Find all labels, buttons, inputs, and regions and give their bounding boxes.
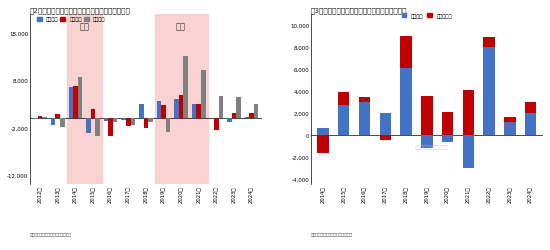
Bar: [210, 118, 214, 119]
Bar: [379, 135, 391, 141]
Bar: [113, 118, 118, 122]
Bar: [166, 118, 170, 132]
Bar: [483, 38, 495, 48]
Bar: [421, 96, 432, 135]
Bar: [249, 114, 254, 118]
Bar: [34, 118, 38, 119]
Bar: [421, 135, 432, 148]
Text: 牛市: 牛市: [79, 22, 89, 31]
Bar: [174, 99, 179, 118]
Bar: [400, 69, 412, 135]
Legend: 银证转账, 融资余额, 公募基金: 银证转账, 融资余额, 公募基金: [37, 17, 106, 22]
Bar: [525, 102, 536, 113]
Text: 资料来源：万得，信达证券研究中心: 资料来源：万得，信达证券研究中心: [311, 232, 353, 236]
Bar: [126, 118, 130, 127]
Text: 图2：居民资金一旦流入很容易有牛市（单位：亿）: 图2：居民资金一旦流入很容易有牛市（单位：亿）: [30, 7, 130, 14]
Bar: [155, 15, 207, 184]
Bar: [78, 78, 82, 118]
Text: 资料来源：万得，信达证券研究中心: 资料来源：万得，信达证券研究中心: [30, 232, 72, 236]
Legend: 保险资金, 陆股通北上: 保险资金, 陆股通北上: [402, 14, 452, 19]
Text: 公众号：樊继拓投资策略: 公众号：樊继拓投资策略: [414, 144, 449, 150]
Bar: [179, 95, 183, 118]
Bar: [379, 113, 391, 135]
Bar: [338, 93, 349, 106]
Bar: [91, 110, 95, 118]
Bar: [38, 117, 42, 118]
Bar: [442, 112, 453, 135]
Bar: [201, 71, 206, 118]
Bar: [317, 128, 329, 135]
Bar: [104, 118, 108, 121]
Bar: [504, 117, 515, 122]
Bar: [148, 118, 153, 122]
Bar: [463, 90, 474, 135]
Bar: [232, 113, 236, 118]
Bar: [504, 122, 515, 135]
Bar: [108, 118, 113, 137]
Bar: [254, 104, 258, 118]
Bar: [157, 102, 161, 118]
Bar: [161, 106, 166, 118]
Bar: [139, 105, 144, 118]
Bar: [359, 98, 370, 102]
Bar: [73, 86, 78, 118]
Bar: [144, 118, 148, 128]
Bar: [483, 48, 495, 135]
Bar: [67, 15, 102, 184]
Bar: [95, 118, 100, 136]
Bar: [60, 118, 65, 128]
Bar: [317, 135, 329, 153]
Bar: [525, 113, 536, 135]
Bar: [214, 118, 218, 130]
Bar: [359, 102, 370, 135]
Bar: [51, 118, 56, 126]
Bar: [130, 118, 135, 126]
Bar: [196, 105, 201, 118]
Bar: [338, 106, 349, 135]
Bar: [122, 118, 126, 120]
Bar: [227, 118, 232, 123]
Bar: [86, 118, 91, 134]
Bar: [218, 96, 223, 118]
Bar: [192, 105, 196, 118]
Text: 图3：机构资金的增多不一定是牛市（单位：亿）: 图3：机构资金的增多不一定是牛市（单位：亿）: [311, 7, 407, 14]
Bar: [236, 97, 241, 118]
Bar: [69, 88, 73, 118]
Bar: [400, 37, 412, 69]
Bar: [442, 135, 453, 143]
Bar: [183, 57, 188, 118]
Bar: [56, 114, 60, 118]
Text: 牛市: 牛市: [176, 22, 186, 31]
Bar: [463, 135, 474, 168]
